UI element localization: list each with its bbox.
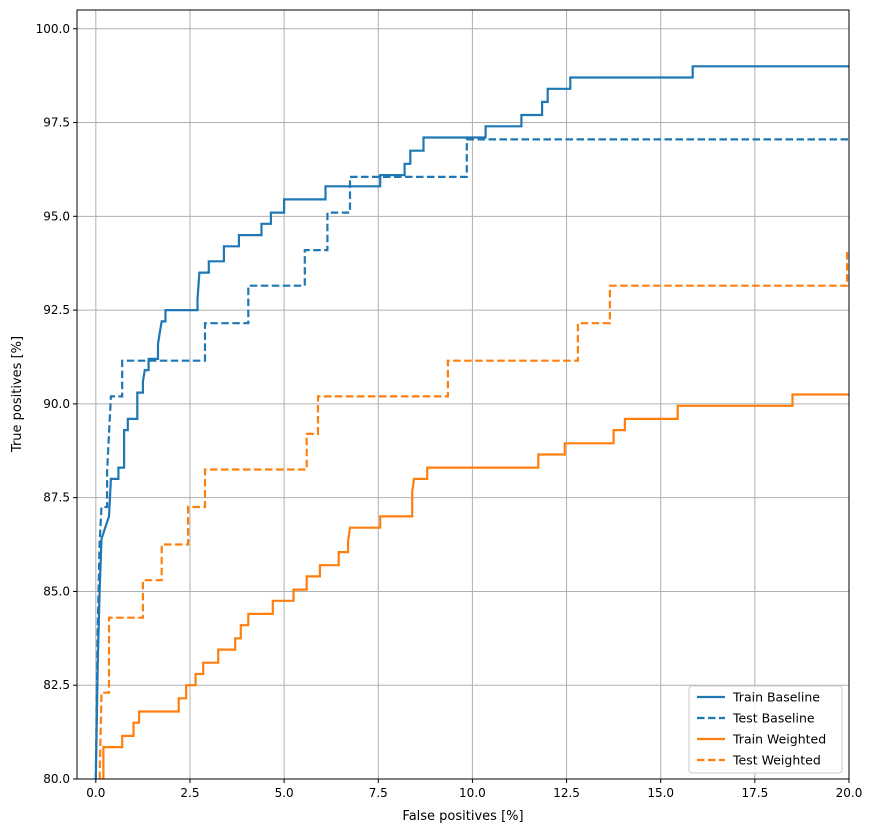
series-line-train-weighted <box>102 393 849 779</box>
y-tick-label: 80.0 <box>43 772 70 786</box>
x-tick-label: 2.5 <box>180 786 199 800</box>
series-line-train-baseline <box>94 65 849 779</box>
legend: Train Baseline Test Baseline Train Weighte… <box>688 685 843 774</box>
y-tick-label: 90.0 <box>43 397 70 411</box>
x-tick-label: 12.5 <box>553 786 580 800</box>
y-tick-label: 87.5 <box>43 491 70 505</box>
y-tick-label: 100.0 <box>36 22 70 36</box>
legend-label: Test Weighted <box>732 753 821 768</box>
series-line-test-baseline <box>94 138 849 779</box>
legend-label: Test Baseline <box>732 711 815 726</box>
legend-box <box>688 685 843 774</box>
x-tick-label: 20.0 <box>836 786 863 800</box>
legend-label: Train Weighted <box>732 732 826 747</box>
y-tick-label: 85.0 <box>43 584 70 598</box>
y-tick-label: 92.5 <box>43 303 70 317</box>
y-tick-label: 82.5 <box>43 678 70 692</box>
ticks: 0.0 2.5 5.0 7.5 10.0 12.5 15.0 17.5 20.0 80.0 82.5… <box>36 22 863 800</box>
x-tick-label: 5.0 <box>275 786 294 800</box>
series-lines <box>94 65 849 779</box>
x-axis-label: False positives [%] <box>402 809 523 824</box>
x-tick-label: 0.0 <box>86 786 105 800</box>
x-tick-label: 15.0 <box>647 786 674 800</box>
x-tick-label: 10.0 <box>459 786 486 800</box>
legend-label: Train Baseline <box>732 690 820 705</box>
x-tick-label: 7.5 <box>369 786 388 800</box>
y-tick-label: 97.5 <box>43 116 70 130</box>
y-axis-label: True positives [%] <box>10 336 25 453</box>
series-line-test-weighted <box>98 249 849 779</box>
plot-frame <box>76 9 850 780</box>
grid <box>77 10 850 780</box>
x-tick-label: 17.5 <box>741 786 768 800</box>
y-tick-label: 95.0 <box>43 209 70 223</box>
